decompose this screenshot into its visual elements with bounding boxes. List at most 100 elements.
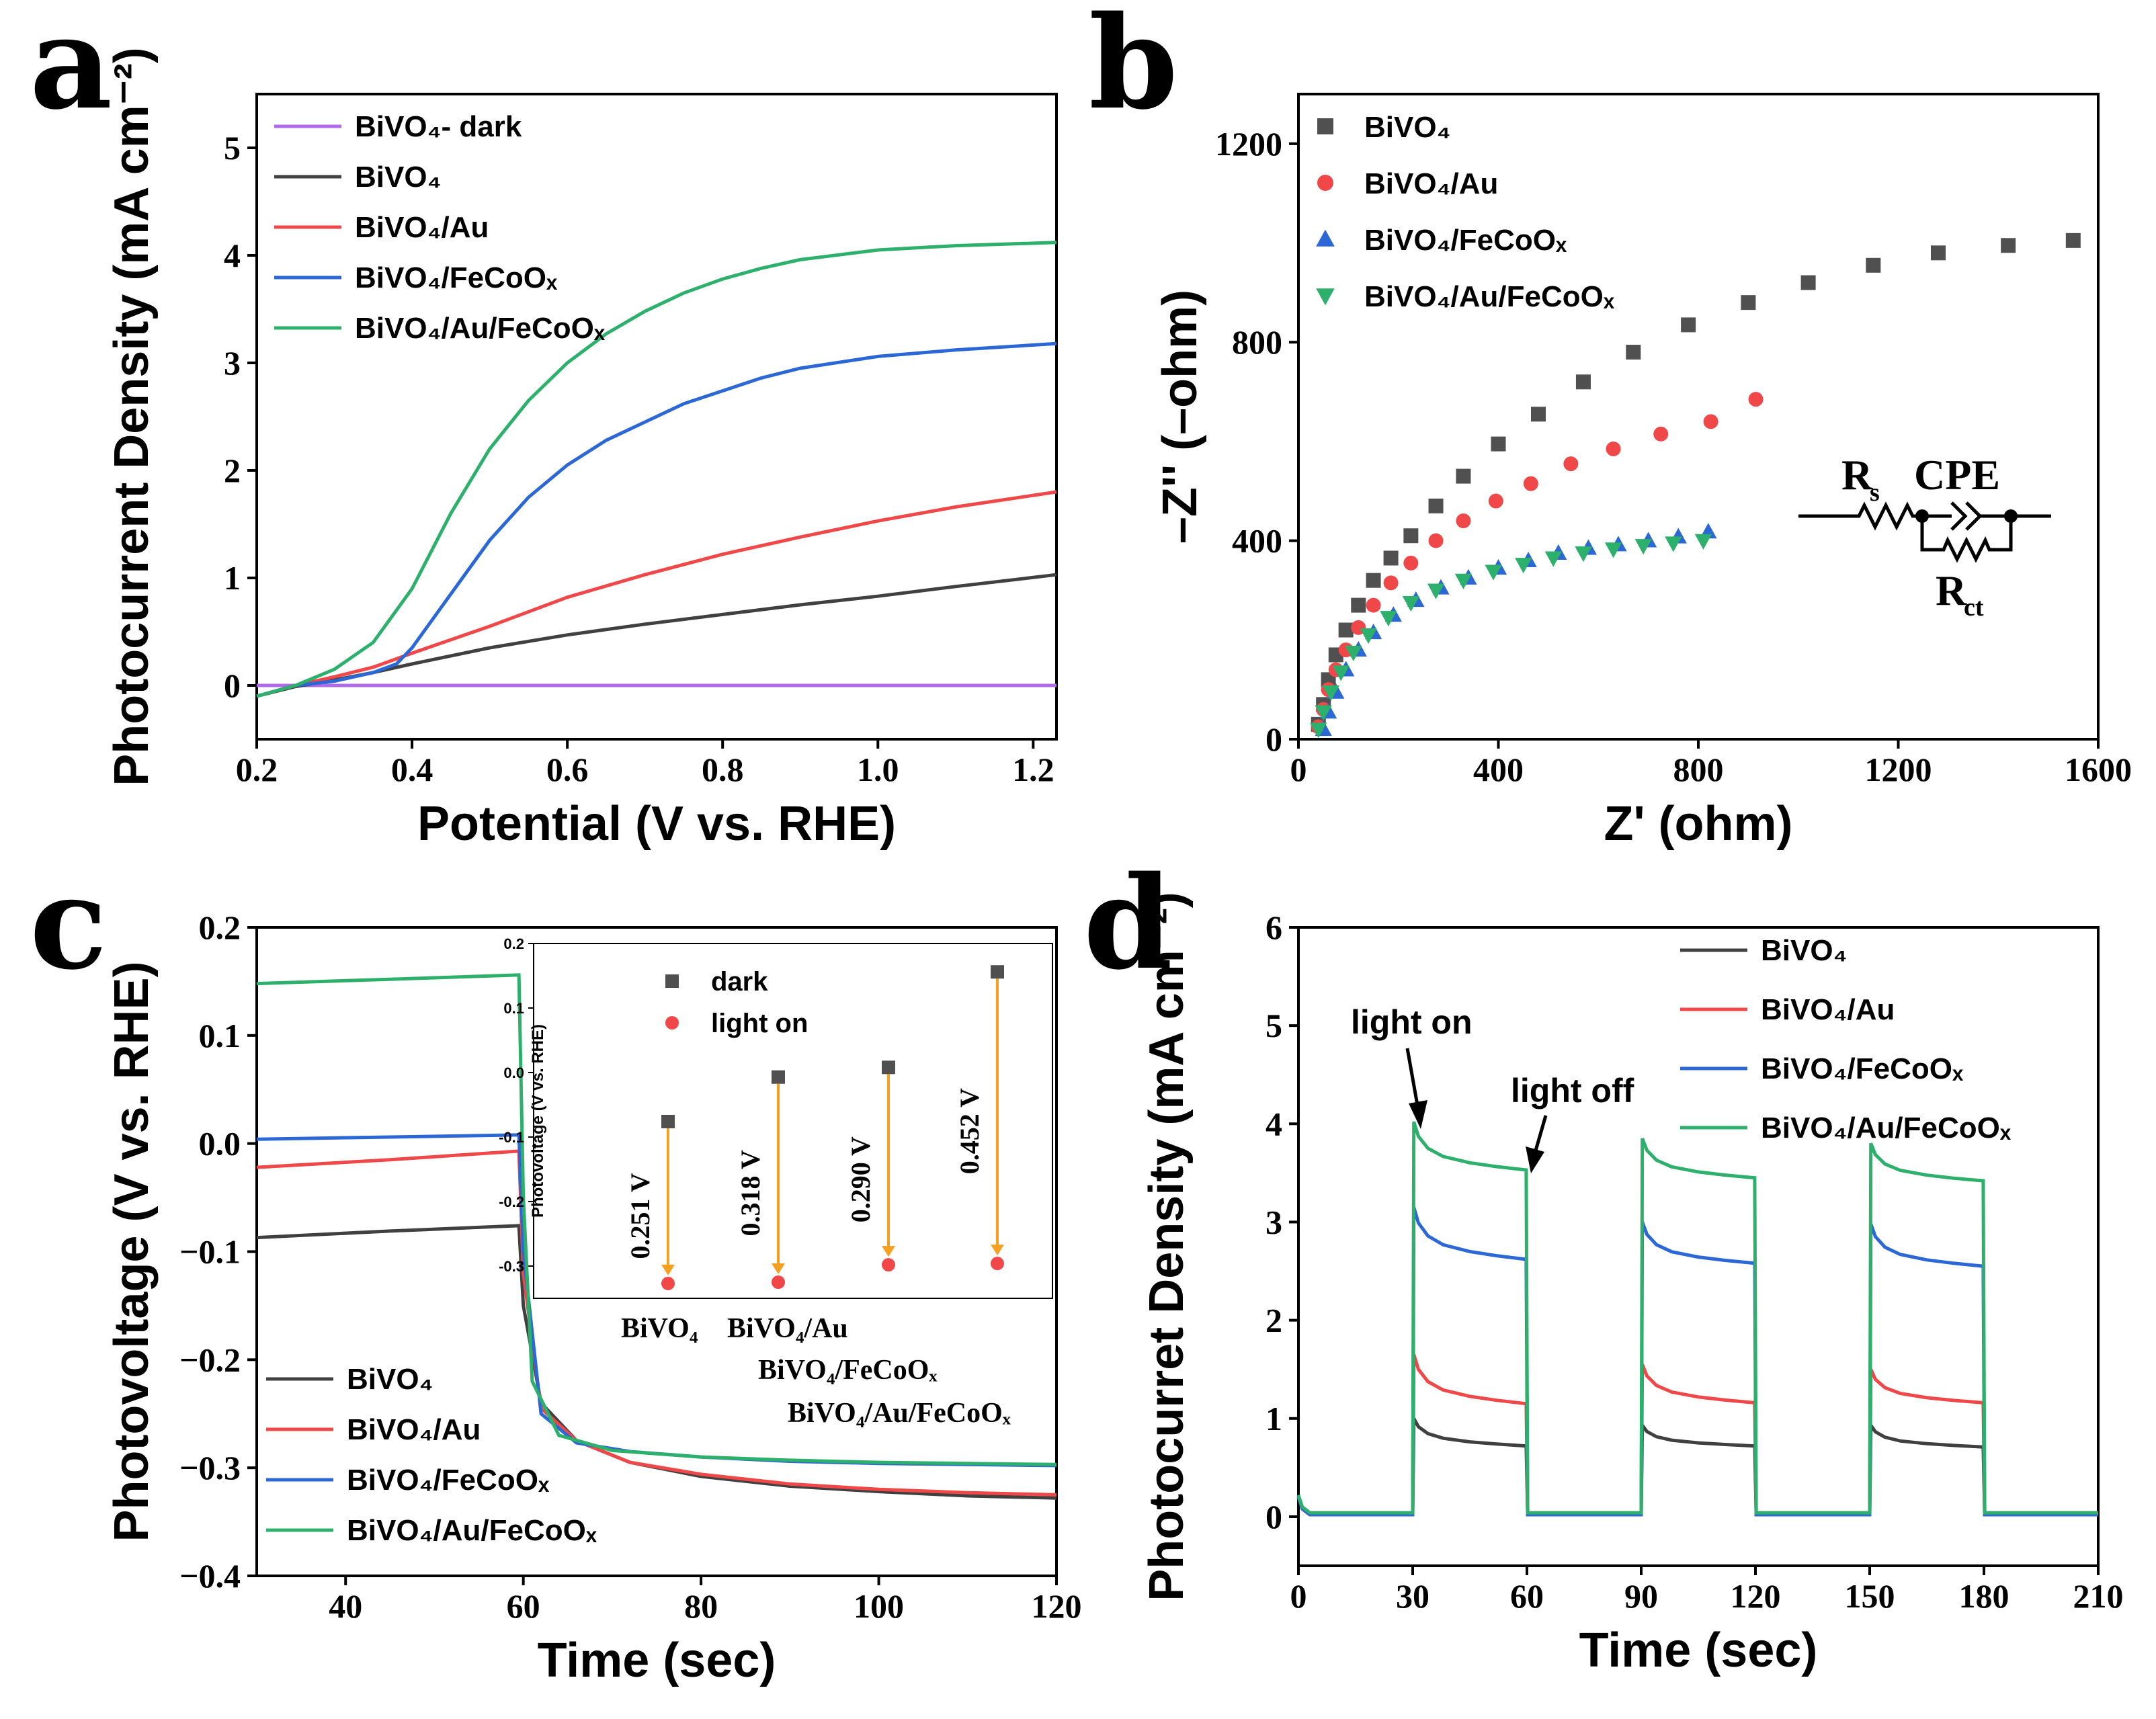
- data-point-3: [1485, 564, 1502, 581]
- data-point-0: [1800, 275, 1816, 290]
- legend-marker: [1317, 118, 1333, 134]
- legend-label: BiVO₄/Au: [355, 211, 489, 244]
- legend-label: BiVO₄/Au/FeCoOₓ: [355, 312, 606, 345]
- data-point-1: [1563, 456, 1579, 472]
- y-tick-label: −0.1: [179, 1233, 241, 1271]
- series-line-2: [1296, 1206, 2098, 1517]
- y-axis-title: Photovoltage (V vs. RHE): [105, 961, 159, 1542]
- inset-dark-point: [882, 1060, 895, 1075]
- x-tick-label: 0.2: [236, 751, 278, 788]
- legend-label: BiVO₄/FeCoOₓ: [1364, 224, 1567, 257]
- y-tick-label: 4: [224, 237, 241, 274]
- y-tick-label: 1: [224, 559, 241, 597]
- inset-frame: [533, 943, 1053, 1299]
- x-tick-label: 100: [854, 1587, 904, 1625]
- x-tick-label: 30: [1396, 1577, 1429, 1615]
- inset-legend-label: dark: [711, 967, 768, 997]
- inset-value-label: 0.452 V: [954, 1088, 985, 1174]
- x-tick-label: 0: [1290, 1577, 1307, 1615]
- data-point-3: [1315, 705, 1332, 721]
- inset-light-point: [772, 1275, 785, 1289]
- rs-label: R: [1841, 451, 1873, 499]
- x-axis-title: Time (sec): [1579, 1624, 1818, 1677]
- x-tick-label: 40: [329, 1587, 362, 1625]
- data-point-1: [1488, 493, 1503, 509]
- data-point-0: [1366, 573, 1381, 588]
- y-tick-label: −0.4: [179, 1557, 241, 1595]
- data-point-3: [1380, 611, 1397, 627]
- equivalent-circuit: Rs CPE Rct: [1798, 451, 2051, 622]
- x-axis-title: Z' (ohm): [1604, 797, 1792, 851]
- y-tick-label: 0.0: [199, 1125, 241, 1163]
- panel-d: 0 30 60 90 120 150 180 210 0 1 2 3 4 5 6 Time (sec) Phot…: [1140, 892, 2124, 1677]
- series-line-4: [256, 241, 1057, 698]
- data-point-1: [1383, 575, 1399, 591]
- y-tick-label: 0: [224, 667, 241, 704]
- inset-arrow-head: [661, 1264, 675, 1275]
- annotation-arrow-head: [1526, 1146, 1544, 1173]
- data-point-0: [1338, 622, 1354, 638]
- plot-frame: [255, 93, 1058, 741]
- x-tick-label: 80: [684, 1587, 718, 1625]
- data-point-0: [1491, 436, 1506, 452]
- data-point-0: [2001, 238, 2016, 253]
- series-line-1: [256, 1149, 1057, 1497]
- panel-b: 0 400 800 1200 1600 0 400 800 1200 Z' (ohm) –Z'' (…: [1153, 93, 2132, 851]
- inset-category-label: BiVO₄/Au: [727, 1313, 848, 1344]
- y-tick-label: 2: [224, 452, 241, 489]
- inset-legend-marker: [665, 974, 679, 988]
- series-line-2: [256, 490, 1057, 698]
- data-point-1: [1456, 513, 1471, 529]
- data-point-0: [1383, 550, 1399, 566]
- data-point-0: [1681, 317, 1696, 333]
- data-point-3: [1427, 583, 1445, 599]
- inset-arrow-head: [991, 1245, 1004, 1256]
- y-tick-label: 0.1: [199, 1017, 241, 1054]
- y-tick-label: 0: [1266, 1498, 1282, 1536]
- inset-arrow-head: [882, 1246, 895, 1257]
- data-point-1: [1428, 533, 1444, 548]
- y-tick-label: 400: [1232, 522, 1282, 560]
- x-tick-label: 0.4: [391, 751, 433, 788]
- legend-label: BiVO₄/Au/FeCoOₓ: [1761, 1112, 2012, 1144]
- inset-dark-point: [661, 1114, 675, 1128]
- inset-dark-point: [991, 965, 1004, 979]
- y-tick-label: 4: [1266, 1105, 1282, 1142]
- panel-letter-a: a: [30, 0, 112, 138]
- y-tick-label: 2: [1266, 1302, 1282, 1339]
- data-point-0: [1741, 295, 1756, 310]
- legend-label: BiVO₄/Au/FeCoOₓ: [347, 1514, 597, 1547]
- data-point-0: [1931, 245, 1946, 261]
- x-tick-label: 1200: [1865, 751, 1932, 788]
- data-point-3: [1665, 536, 1682, 552]
- y-tick-label: 3: [224, 344, 241, 382]
- data-point-0: [1626, 345, 1641, 360]
- inset-y-tick-label: -0.2: [499, 1193, 524, 1210]
- panel-letter-c: c: [30, 848, 108, 998]
- data-point-3: [1332, 665, 1350, 681]
- data-point-3: [1634, 539, 1652, 555]
- data-point-0: [1531, 407, 1546, 422]
- y-tick-label: 3: [1266, 1203, 1282, 1241]
- legend-label: BiVO₄/FeCoOₓ: [355, 261, 558, 294]
- inset-y-tick-label: 0.0: [503, 1064, 524, 1081]
- inset-legend-marker: [665, 1016, 679, 1030]
- series-line-3: [1296, 1121, 2098, 1515]
- data-point-3: [1310, 722, 1327, 739]
- data-point-0: [1456, 468, 1471, 484]
- legend-label: BiVO₄/Au: [347, 1413, 481, 1446]
- series-line-0: [1296, 1412, 2098, 1517]
- inset-value-label: 0.290 V: [845, 1136, 876, 1222]
- inset-legend-label: light on: [711, 1009, 808, 1038]
- legend-label: BiVO₄: [1761, 934, 1848, 967]
- data-point-0: [1866, 257, 1881, 273]
- y-tick-label: 0: [1266, 720, 1282, 758]
- cpe-label: CPE: [1914, 451, 2000, 499]
- inset-light-point: [661, 1276, 675, 1290]
- rs-resistor: [1798, 501, 1922, 531]
- series-line-1: [1296, 1354, 2098, 1517]
- legend-label: BiVO₄/Au: [1364, 167, 1498, 200]
- rct-label: R: [1936, 567, 1967, 614]
- data-point-3: [1402, 596, 1419, 612]
- data-point-1: [1366, 597, 1381, 613]
